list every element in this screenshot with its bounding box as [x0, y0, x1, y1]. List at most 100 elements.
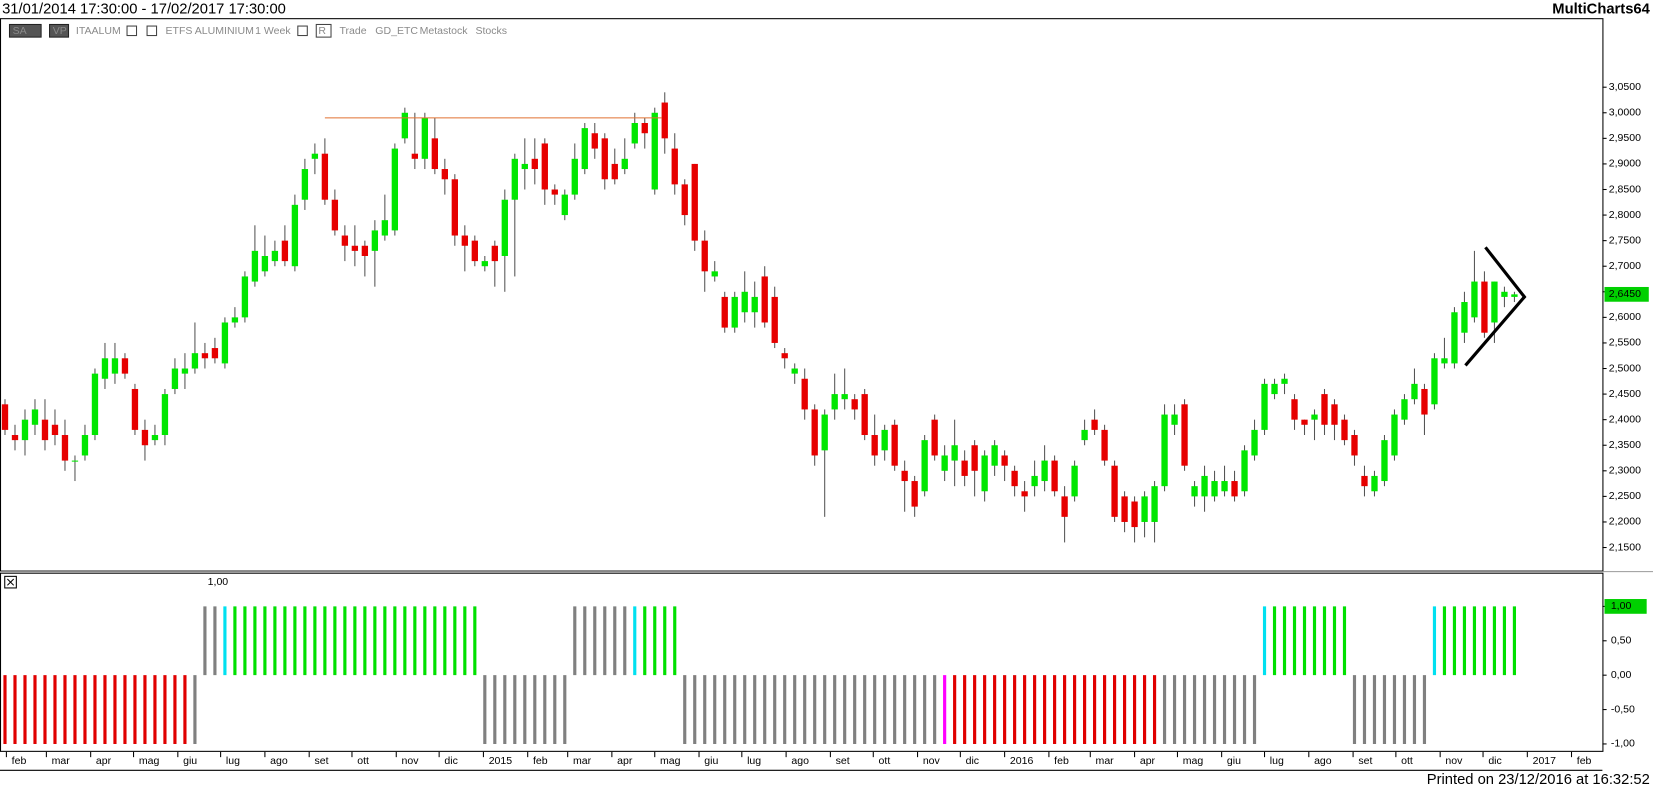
candle-body [1461, 302, 1468, 333]
x-tick-label: mar [52, 755, 71, 767]
y-tick-label: 2,8500 [1609, 183, 1641, 195]
toolbar-button[interactable] [315, 23, 332, 38]
candle-body [851, 399, 858, 410]
candle-body [1011, 470, 1018, 487]
candle-body [911, 481, 918, 507]
candle-body [371, 230, 379, 251]
x-tick-label: feb [1577, 755, 1592, 767]
candle-body [231, 317, 239, 323]
candle-body [861, 394, 868, 436]
candle-body [151, 435, 159, 441]
candle-body [621, 158, 628, 170]
last-value-label: 1,00 [1611, 600, 1632, 612]
candle-body [1131, 501, 1138, 528]
candle-body [631, 123, 638, 144]
candle-body [831, 394, 838, 410]
candle-body [1341, 419, 1348, 441]
candle-body [881, 429, 888, 451]
x-tick-label: mag [1183, 755, 1204, 767]
candle-body [701, 240, 708, 272]
dropdown[interactable] [297, 25, 308, 37]
candle-body [941, 455, 948, 471]
candle-body [721, 296, 728, 328]
candle-body [1021, 491, 1028, 497]
candle-body [781, 353, 788, 359]
x-tick-label: lug [1270, 755, 1284, 767]
close-icon [7, 578, 15, 586]
candle-body [1151, 486, 1158, 522]
candle-body [171, 368, 179, 389]
candle-body [461, 235, 468, 246]
y-tick-label: 2,2500 [1609, 490, 1641, 502]
toolbar-label: ITAALUM [76, 25, 121, 37]
dropdown[interactable] [146, 25, 158, 37]
candle-body [281, 240, 289, 262]
candle-body [431, 138, 438, 170]
candle-body [101, 358, 109, 379]
x-tick-label: apr [617, 755, 633, 767]
x-tick-label: giu [183, 755, 197, 767]
candle-body [501, 199, 508, 256]
candle-body [1361, 475, 1368, 487]
candle-body [51, 424, 59, 436]
candle-body [1191, 486, 1198, 497]
candle-body [531, 158, 538, 170]
y-tick-label: 2,2000 [1609, 516, 1641, 528]
candle-body [771, 296, 778, 343]
y-tick-label: 0,00 [1611, 669, 1632, 681]
candle-body [1501, 291, 1508, 297]
toolbar-label[interactable]: VP [53, 25, 67, 37]
candle-body [1, 404, 9, 430]
toolbar-label[interactable]: R [318, 25, 326, 37]
candle-body [201, 353, 209, 359]
candle-body [391, 148, 399, 231]
toolbar-button[interactable] [8, 23, 42, 38]
candle-body [751, 296, 758, 313]
candle-body [351, 245, 359, 251]
candle-body [571, 158, 578, 195]
x-tick-label: lug [747, 755, 761, 767]
toolbar-label: Metastock [420, 25, 469, 37]
candle-body [421, 117, 429, 159]
candle-body [291, 204, 299, 267]
candle-body [511, 158, 518, 200]
candle-body [1051, 460, 1058, 492]
candle-body [1421, 388, 1428, 415]
candle-body [1451, 312, 1458, 364]
x-tick-label: nov [1445, 755, 1463, 767]
candle-body [321, 153, 329, 200]
x-tick-label: lug [226, 755, 240, 767]
candle-body [741, 291, 748, 313]
candle-body [871, 435, 878, 456]
x-tick-label: nov [923, 755, 941, 767]
candle-body [441, 169, 448, 180]
candle-body [41, 419, 49, 441]
x-tick-label: ott [357, 755, 369, 767]
y-tick-label: 2,7500 [1609, 234, 1641, 246]
candle-body [921, 440, 928, 492]
candle-body [821, 414, 828, 451]
candle-body [161, 394, 169, 436]
candle-body [121, 358, 129, 374]
candle-body [11, 435, 19, 441]
dropdown[interactable] [126, 25, 138, 37]
candle-body [1121, 496, 1128, 522]
toolbar-button[interactable] [49, 23, 70, 38]
candle-body [551, 189, 558, 195]
x-tick-label: set [1358, 755, 1372, 767]
candle-body [141, 429, 149, 446]
candle-body [1321, 394, 1328, 425]
candle-body [471, 240, 478, 262]
candle-body [1241, 450, 1248, 492]
candle-body [1231, 481, 1238, 497]
y-tick-label: 2,6000 [1609, 311, 1641, 323]
x-tick-label: dic [444, 755, 457, 767]
candle-body [21, 419, 29, 441]
candle-body [311, 153, 319, 159]
candle-body [901, 470, 908, 482]
x-tick-label: giu [1227, 755, 1241, 767]
candle-body [641, 123, 648, 134]
candle-body [1311, 414, 1318, 420]
x-tick-label: feb [533, 755, 548, 767]
toolbar-label[interactable]: SA [13, 25, 27, 37]
